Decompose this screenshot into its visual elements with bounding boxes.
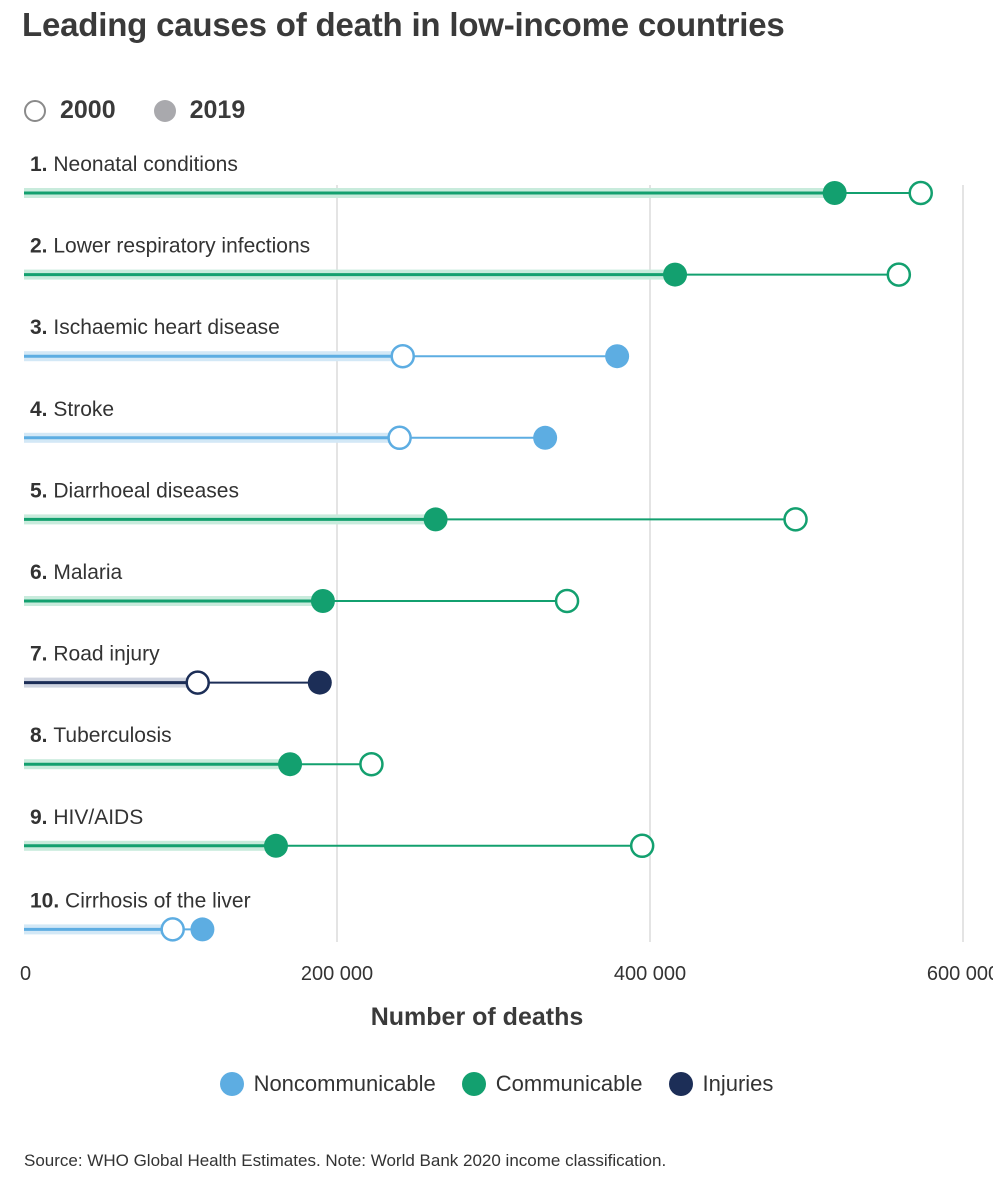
marker-2000-row-8 [359, 751, 384, 777]
legend-label-injuries: Injuries [702, 1071, 774, 1096]
category-label-9: 9. HIV/AIDS [30, 806, 143, 829]
marker-2019-row-9 [263, 833, 288, 858]
marker-2019-row-3 [605, 344, 630, 369]
legend-item-injuries: Injuries [668, 1071, 774, 1097]
marker-2019-row-5 [423, 507, 448, 532]
year-legend-item-2019: 2019 [153, 96, 246, 125]
marker-2000-row-7 [185, 670, 210, 695]
marker-2000-row-4 [387, 425, 412, 451]
marker-2019-row-8 [278, 752, 303, 777]
marker-2019-row-6 [310, 589, 335, 613]
x-tick-label-3: 600 000 [927, 963, 993, 985]
open-circle-icon [24, 99, 46, 122]
category-label-10: 10. Cirrhosis of the liver [30, 889, 251, 912]
category-label-5: 5. Diarrhoeal diseases [30, 479, 239, 502]
category-label-2: 2. Lower respiratory infections [30, 235, 310, 258]
marker-2000-row-6 [554, 588, 580, 614]
marker-2000-row-10 [160, 917, 185, 942]
category-label-6: 6. Malaria [30, 561, 123, 584]
legend-label-noncommunicable: Noncommunicable [253, 1071, 436, 1096]
marker-2000-row-5 [783, 507, 808, 532]
legend-item-noncommunicable: Noncommunicable [219, 1071, 436, 1097]
marker-2000-row-3 [390, 343, 415, 369]
marker-2000-row-9 [629, 833, 655, 859]
legend-dot-communicable [461, 1072, 486, 1096]
marker-2019-row-4 [533, 425, 558, 450]
marker-2019-row-2 [663, 262, 688, 287]
year-legend-label-2019: 2019 [189, 96, 246, 124]
year-legend-item-2000: 2000 [24, 96, 116, 125]
filled-circle-icon [153, 99, 176, 122]
source-note: Source: WHO Global Health Estimates. Not… [24, 1151, 667, 1170]
legend-label-communicable: Communicable [495, 1071, 643, 1096]
category-legend: Noncommunicable Communicable Injuries [0, 1071, 993, 1097]
x-tick-label-1: 200 000 [301, 963, 373, 985]
legend-dot-injuries [668, 1072, 693, 1096]
category-label-7: 7. Road injury [30, 643, 160, 666]
legend-item-communicable: Communicable [461, 1071, 643, 1097]
category-label-1: 1. Neonatal conditions [30, 153, 238, 176]
category-label-3: 3. Ischaemic heart disease [30, 316, 280, 339]
dumbbell-chart: 0 200 000 400 000 600 000 Number of deaths 1.… [20, 153, 993, 1031]
category-label-8: 8. Tuberculosis [30, 724, 172, 747]
x-tick-label-2: 400 000 [614, 963, 686, 985]
marker-2019-row-1 [822, 181, 847, 205]
category-label-4: 4. Stroke [30, 398, 114, 421]
year-legend: 2000 2019 [24, 96, 283, 125]
x-tick-label-0: 0 [20, 963, 31, 985]
marker-2000-row-2 [886, 262, 912, 287]
marker-2019-row-10 [190, 917, 215, 942]
legend-dot-noncommunicable [219, 1072, 244, 1096]
x-axis-title: Number of deaths [371, 1003, 584, 1031]
year-legend-label-2000: 2000 [60, 96, 116, 124]
marker-2000-row-1 [908, 180, 933, 206]
marker-2019-row-7 [307, 670, 332, 695]
chart-title: Leading causes of death in low-income co… [22, 6, 785, 43]
